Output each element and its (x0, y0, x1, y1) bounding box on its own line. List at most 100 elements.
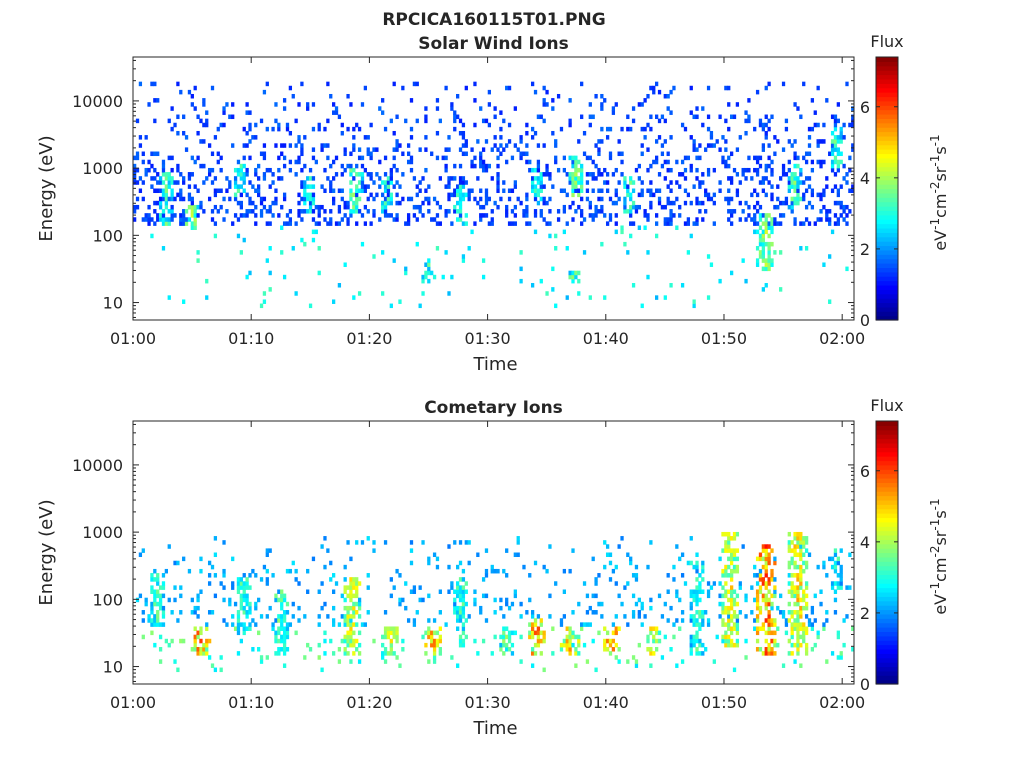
heatmap-cell (481, 213, 486, 218)
heatmap-cell (285, 610, 290, 615)
heatmap-cell (732, 556, 737, 562)
heatmap-cell (813, 618, 817, 623)
heatmap-cell (623, 614, 627, 619)
heatmap-cell (311, 209, 316, 214)
heatmap-cell (594, 209, 598, 214)
heatmap-cell (435, 98, 440, 103)
heatmap-cell (323, 167, 327, 173)
heatmap-cell (150, 176, 154, 181)
heatmap-cell (447, 196, 451, 202)
heatmap-cell (360, 163, 365, 169)
heatmap-cell (807, 200, 812, 206)
heatmap-cell (790, 204, 794, 210)
heatmap-cell (614, 102, 618, 107)
heatmap-cell (456, 564, 460, 570)
heatmap-cell (231, 585, 235, 590)
heatmap-cell (822, 139, 826, 144)
heatmap-cell (776, 184, 780, 189)
heatmap-cell (704, 610, 708, 615)
heatmap-cell (453, 597, 457, 603)
heatmap-cell (343, 638, 347, 644)
heatmap-cell (839, 130, 843, 136)
heatmap-cell (427, 184, 431, 189)
heatmap-cell (282, 163, 287, 169)
heatmap-cell (767, 262, 771, 267)
heatmap-cell (689, 605, 693, 611)
heatmap-cell (418, 147, 422, 152)
heatmap-cell (352, 577, 356, 582)
heatmap-cell (548, 544, 552, 549)
heatmap-cell (836, 151, 840, 157)
heatmap-cell (724, 638, 728, 644)
unit-superscript: -1 (928, 155, 942, 167)
colorbar-segment (876, 78, 898, 84)
heatmap-cell (233, 196, 238, 202)
heatmap-cell (577, 204, 581, 210)
heatmap-cell (620, 151, 624, 157)
colorbar-segment (876, 271, 898, 277)
colorbar-segment (876, 460, 898, 466)
heatmap-cell (548, 614, 552, 619)
heatmap-cell (349, 180, 353, 185)
heatmap-cell (242, 180, 246, 185)
heatmap-cell (239, 167, 243, 173)
heatmap-cell (559, 126, 564, 132)
heatmap-cell (784, 172, 789, 177)
heatmap-cell (381, 110, 385, 115)
colorbar-segment (876, 157, 898, 163)
heatmap-cell (807, 552, 812, 558)
heatmap-cell (349, 196, 353, 202)
heatmap-cell (381, 209, 385, 214)
heatmap-cell (510, 630, 515, 636)
heatmap-cell (533, 188, 538, 194)
heatmap-cell (458, 118, 463, 124)
heatmap-cell (311, 229, 316, 235)
heatmap-cell (435, 200, 440, 206)
heatmap-cell (577, 634, 581, 640)
heatmap-cell (271, 573, 275, 578)
heatmap-cell (695, 630, 699, 636)
heatmap-cell (767, 233, 771, 239)
heatmap-cell (340, 172, 344, 177)
heatmap-cell (848, 155, 852, 161)
heatmap-cell (551, 184, 555, 189)
heatmap-cell (781, 172, 786, 177)
heatmap-cell (190, 213, 194, 218)
heatmap-cell (585, 659, 590, 664)
heatmap-cell (729, 605, 734, 611)
heatmap-cell (343, 200, 347, 206)
heatmap-cell (158, 597, 163, 603)
heatmap-cell (153, 167, 157, 173)
heatmap-cell (461, 151, 466, 157)
heatmap-cell (161, 622, 166, 627)
heatmap-cell (300, 143, 304, 148)
heatmap-cell (804, 176, 809, 181)
heatmap-cell (657, 196, 662, 202)
heatmap-cell (686, 192, 691, 198)
heatmap-cell (138, 176, 143, 181)
heatmap-cell (724, 593, 728, 599)
heatmap-cell (499, 642, 503, 648)
heatmap-cell (761, 229, 765, 235)
heatmap-cell (458, 560, 463, 566)
heatmap-cell (389, 192, 393, 198)
heatmap-cell (150, 585, 154, 590)
heatmap-cell (793, 531, 797, 537)
heatmap-cell (493, 143, 497, 148)
heatmap-cell (213, 204, 218, 210)
heatmap-cell (297, 135, 301, 140)
heatmap-cell (701, 560, 705, 566)
heatmap-cell (242, 585, 246, 590)
heatmap-cell (643, 209, 647, 214)
heatmap-cell (392, 147, 396, 152)
heatmap-cell (799, 564, 803, 570)
heatmap-cell (738, 135, 742, 140)
heatmap-cell (513, 589, 517, 594)
colorbar-segment (876, 210, 898, 216)
heatmap-cell (536, 200, 541, 206)
heatmap-cell (453, 204, 457, 210)
heatmap-cell (196, 605, 200, 611)
heatmap-cell (288, 143, 293, 148)
heatmap-cell (161, 180, 166, 185)
